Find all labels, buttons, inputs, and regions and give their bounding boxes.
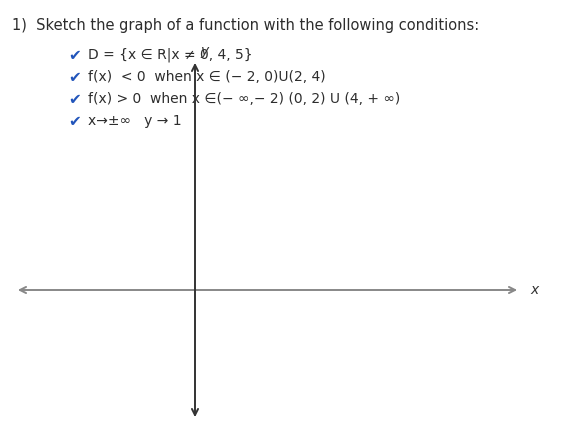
Text: x→±∞   y → 1: x→±∞ y → 1 <box>88 114 181 128</box>
Text: x: x <box>530 283 538 297</box>
Text: ✔: ✔ <box>68 70 81 85</box>
Text: f(x)  < 0  when x ∈ (− 2, 0)U(2, 4): f(x) < 0 when x ∈ (− 2, 0)U(2, 4) <box>88 70 326 84</box>
Text: ✔: ✔ <box>68 48 81 63</box>
Text: D = {x ∈ R|x ≠ 0, 4, 5}: D = {x ∈ R|x ≠ 0, 4, 5} <box>88 48 253 62</box>
Text: ✔: ✔ <box>68 92 81 107</box>
Text: ✔: ✔ <box>68 114 81 129</box>
Text: f(x) > 0  when x ∈(− ∞,− 2) (0, 2) U (4, + ∞): f(x) > 0 when x ∈(− ∞,− 2) (0, 2) U (4, … <box>88 92 400 106</box>
Text: 1)  Sketch the graph of a function with the following conditions:: 1) Sketch the graph of a function with t… <box>12 18 479 33</box>
Text: y: y <box>200 44 208 58</box>
